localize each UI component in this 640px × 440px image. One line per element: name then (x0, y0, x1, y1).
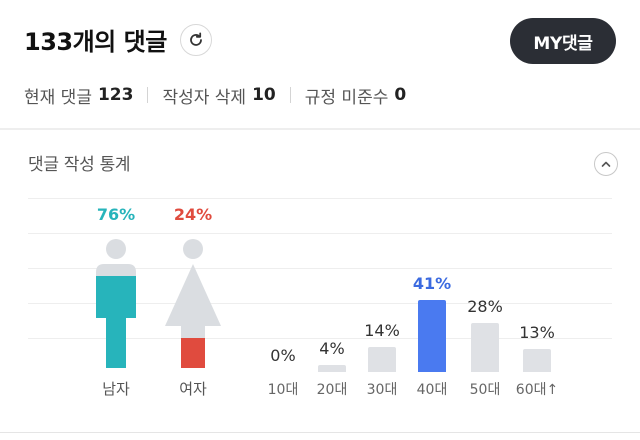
stat-value: 0 (394, 85, 407, 105)
female-label: 여자 (179, 380, 207, 398)
stat-policy-violation: 규정 미준수 0 (305, 83, 406, 108)
stat-value: 10 (252, 85, 276, 105)
comment-stats: 현재 댓글 123 작성자 삭제 10 규정 미준수 0 (24, 83, 406, 108)
grid-line (28, 303, 612, 304)
age-category-label: 40대 (416, 382, 448, 398)
comment-count-title: 133개의 댓글 (24, 28, 167, 56)
age-percent-label: 4% (319, 339, 345, 358)
age-bar (471, 323, 499, 372)
stat-current-comments: 현재 댓글 123 (24, 83, 133, 108)
age-category-label: 50대 (469, 382, 501, 398)
age-category-label: 30대 (366, 382, 398, 398)
stat-value: 123 (97, 85, 134, 105)
grid-line (28, 338, 612, 339)
comments-header: 133개의 댓글 MY댓글 현재 댓글 123 작성자 삭제 10 규정 미준수… (0, 0, 640, 128)
female-figure-icon (165, 239, 221, 368)
stat-author-deleted: 작성자 삭제 10 (162, 83, 275, 108)
stat-divider (289, 87, 291, 103)
age-bar (368, 347, 396, 372)
female-percent: 24% (173, 205, 213, 224)
stat-label: 규정 미준수 (304, 87, 389, 108)
age-category-label: 20대 (316, 382, 348, 398)
age-category-label: 10대 (267, 382, 299, 398)
chevron-up-icon (601, 161, 611, 167)
panel-title: 댓글 작성 통계 (28, 155, 131, 175)
age-percent-label: 13% (519, 323, 555, 342)
refresh-icon (190, 32, 202, 46)
collapse-button[interactable] (594, 152, 618, 176)
stat-label: 현재 댓글 (24, 87, 92, 108)
male-figure-icon (96, 239, 136, 368)
stat-label: 작성자 삭제 (162, 87, 247, 108)
age-bar (418, 300, 446, 372)
age-percent-label: 28% (467, 297, 503, 316)
age-category-label: 60대↑ (515, 382, 559, 398)
age-percent-label: 41% (412, 274, 452, 293)
age-bar (318, 365, 346, 372)
age-percent-label: 0% (270, 346, 296, 365)
grid-line (28, 268, 612, 269)
grid-line (28, 198, 612, 199)
refresh-button[interactable] (180, 24, 212, 56)
age-bar (523, 349, 551, 372)
section-divider (0, 128, 640, 130)
grid-line (28, 233, 612, 234)
stat-divider (147, 87, 149, 103)
male-percent: 76% (96, 205, 136, 224)
male-label: 남자 (102, 380, 130, 398)
bottom-divider (0, 432, 640, 433)
my-comments-button[interactable]: MY댓글 (510, 18, 616, 64)
age-percent-label: 14% (364, 321, 400, 340)
